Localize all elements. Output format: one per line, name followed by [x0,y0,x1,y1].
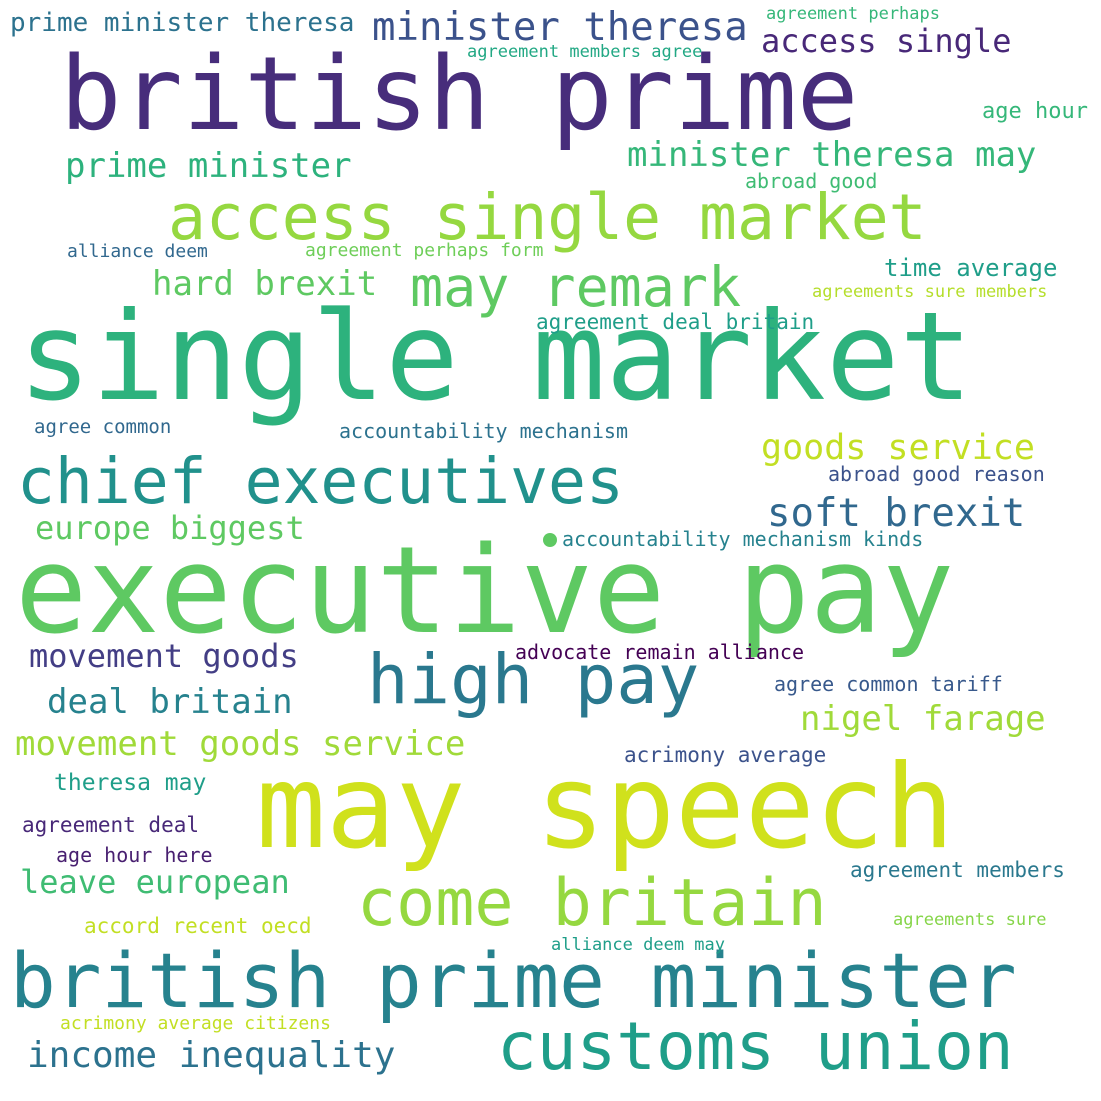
word: agreement perhaps form [305,240,544,261]
word: may speech [256,740,955,875]
word: high pay [367,640,700,720]
word: chief executives [17,445,624,518]
word: alliance deem may [551,935,725,955]
word: advocate remain alliance [515,640,804,664]
word: europe biggest [35,509,305,547]
word: theresa may [54,770,207,796]
word: agreement deal [22,813,200,837]
word: alliance deem [67,241,208,262]
word: minister theresa [372,5,748,50]
word: agree common tariff [774,672,1003,696]
word: accountability mechanism [339,419,628,443]
word: agreement perhaps [766,4,940,24]
word: come britain [357,866,827,941]
word: executive pay [15,522,955,661]
word: access single [761,22,1012,60]
word: british prime [60,35,859,154]
word: goods service [761,428,1035,468]
word: nigel farage [800,699,1046,739]
word: access single market [168,181,927,254]
word: agree common [34,416,172,438]
word: time average [884,254,1058,282]
word: acrimony average [624,743,827,767]
word: abroad good [745,169,878,193]
word: agreement deal britain [536,310,815,334]
word: minister theresa may [627,135,1037,175]
word: accord recent oecd [84,914,312,938]
word: leave european [20,863,290,901]
word: movement goods [29,637,299,675]
word: deal britain [47,682,293,722]
word: prime minister theresa [10,8,355,38]
word: may remark [410,255,742,319]
word: movement goods service [15,724,466,764]
word: accountability mechanism kinds [562,527,924,551]
word: agreements sure [893,910,1047,930]
word: single market [18,286,973,428]
word: agreements sure members [812,282,1048,302]
word: prime minister [65,146,352,186]
word: acrimony average citizens [60,1013,331,1034]
word: agreement members agree [467,42,703,62]
word: abroad good reason [828,462,1045,486]
word: agreement members [850,858,1065,882]
word: income inequality [27,1035,396,1076]
word: customs union [497,1008,1014,1085]
word: british prime minister [10,936,1017,1025]
dot-marker [543,533,557,547]
word: hard brexit [152,264,378,304]
word: soft brexit [767,491,1026,536]
word: age hour here [56,843,213,867]
word: age hour [982,99,1088,124]
